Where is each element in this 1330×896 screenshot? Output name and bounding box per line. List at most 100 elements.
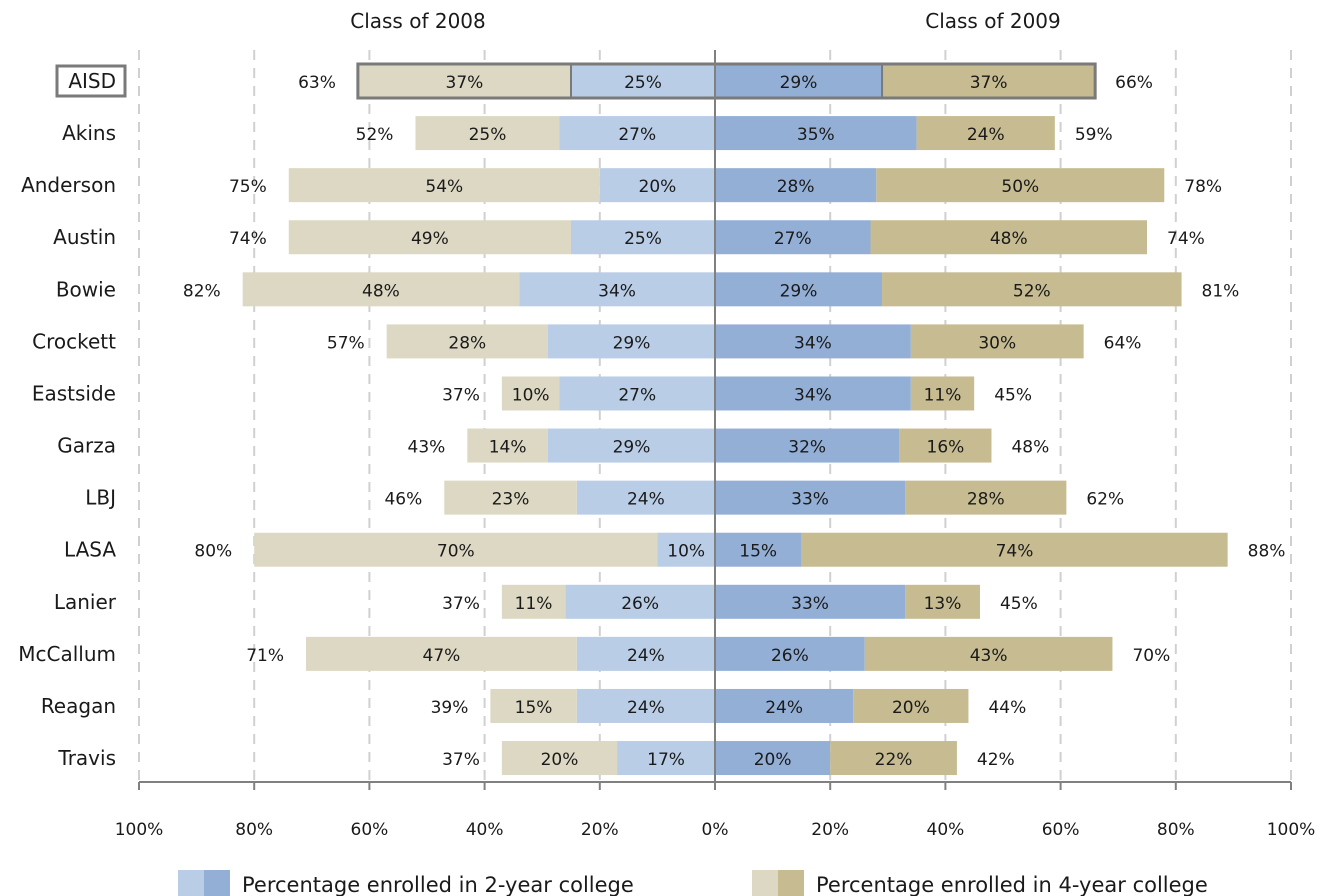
label-2009-2yr: 34% [794, 385, 832, 405]
label-2009-2yr: 33% [791, 490, 829, 510]
bar-2008-4yr [288, 220, 571, 255]
bar-2008-4yr [415, 116, 560, 151]
bars: 25% 37% 29% 37% 63% 66% AISD 27% 25% 35% 24% 52% 59%… [18, 50, 1285, 782]
total-2009: 42% [977, 750, 1015, 770]
bar-2008-4yr [357, 64, 571, 98]
label-2008-4yr: 23% [492, 490, 530, 510]
total-2008: 75% [229, 177, 267, 197]
label-2009-4yr: 22% [875, 750, 913, 770]
x-tick-label: 100% [115, 820, 164, 840]
label-2008-2yr: 24% [627, 646, 665, 666]
bar-2009-4yr [899, 428, 992, 463]
label-2008-2yr: 20% [639, 177, 677, 197]
bar-2008-4yr [467, 428, 548, 463]
label-2009-2yr: 26% [771, 646, 809, 666]
category-label: Garza [57, 434, 116, 458]
total-2009: 45% [994, 385, 1032, 405]
x-tick-label: 20% [581, 820, 619, 840]
label-2008-2yr: 25% [624, 229, 662, 249]
label-2008-2yr: 34% [598, 281, 636, 301]
bar-2009-2yr [715, 428, 900, 463]
x-tick-label: 60% [1042, 820, 1080, 840]
category-label: LBJ [85, 486, 116, 510]
bar-2008-2yr [559, 116, 715, 151]
bar-2008-2yr [599, 168, 715, 203]
total-2008: 63% [298, 73, 336, 93]
bar-2009-2yr [715, 688, 854, 723]
label-2009-4yr: 16% [927, 438, 965, 458]
bar-2009-2yr [715, 64, 883, 98]
category-label: Crockett [32, 329, 116, 353]
x-axis: 100% 80% 60% 40% 20% 0% 20% 40% 60% 80% 100% [115, 781, 1315, 840]
left-panel-title: Class of 2008 [350, 9, 486, 33]
label-2008-4yr: 37% [446, 73, 484, 93]
label-2009-2yr: 29% [780, 281, 818, 301]
category-label: McCallum [18, 642, 116, 666]
legend-swatch-2yr-2009 [204, 870, 230, 896]
bar-2008-4yr [288, 168, 600, 203]
total-2008: 37% [442, 385, 480, 405]
bar-2009-2yr [715, 168, 877, 203]
bar-2009-2yr [715, 376, 911, 411]
total-2009: 62% [1086, 490, 1124, 510]
total-2009: 44% [988, 698, 1026, 718]
total-2009: 88% [1248, 542, 1286, 562]
x-tick-label: 20% [811, 820, 849, 840]
label-2008-2yr: 24% [627, 698, 665, 718]
label-2008-2yr: 10% [667, 542, 705, 562]
bar-2008-2yr [657, 532, 715, 567]
total-2008: 37% [442, 750, 480, 770]
category-label: AISD [68, 69, 116, 93]
bar-2008-2yr [571, 64, 715, 98]
x-tick-label: 80% [1157, 820, 1195, 840]
bar-2008-2yr [559, 376, 715, 411]
category-label: Austin [53, 225, 116, 249]
label-2009-2yr: 15% [739, 542, 777, 562]
total-2009: 66% [1115, 73, 1153, 93]
label-2008-4yr: 10% [512, 385, 550, 405]
bar-2008-2yr [617, 741, 715, 776]
label-2009-2yr: 24% [765, 698, 803, 718]
x-tick-label: 40% [927, 820, 965, 840]
bar-2008-4yr [242, 272, 520, 307]
bar-2008-2yr [565, 584, 715, 619]
bar-2008-4yr [501, 376, 560, 411]
label-2009-4yr: 43% [970, 646, 1008, 666]
label-2009-2yr: 32% [788, 438, 826, 458]
label-2009-4yr: 20% [892, 698, 930, 718]
bar-2008-2yr [576, 480, 715, 515]
bar-2008-2yr [576, 688, 715, 723]
bar-2009-4yr [910, 376, 975, 411]
label-2009-4yr: 30% [978, 333, 1016, 353]
total-2008: 43% [408, 438, 446, 458]
bar-2009-2yr [715, 220, 871, 255]
bar-2008-2yr [519, 272, 715, 307]
x-tick-label: 80% [235, 820, 273, 840]
bar-2009-2yr [715, 116, 917, 151]
bar-2009-2yr [715, 636, 865, 671]
category-label: Reagan [41, 694, 116, 718]
bar-2009-2yr [715, 532, 802, 567]
category-label: Akins [62, 121, 116, 145]
label-2008-4yr: 25% [469, 125, 507, 145]
bar-2009-4yr [882, 64, 1096, 98]
category-label-box [55, 64, 127, 98]
bar-2009-4yr [864, 636, 1113, 671]
bar-2009-4yr [882, 272, 1182, 307]
label-2009-2yr: 20% [754, 750, 792, 770]
legend: Percentage enrolled in 2-year college Pe… [178, 870, 1208, 896]
label-2009-4yr: 52% [1013, 281, 1051, 301]
total-2009: 45% [1000, 594, 1038, 614]
bar-2009-2yr [715, 324, 911, 359]
bar-2009-2yr [715, 741, 831, 776]
label-2008-4yr: 28% [448, 333, 486, 353]
total-2009: 74% [1167, 229, 1205, 249]
bar-2008-4yr [444, 480, 577, 515]
bar-2009-4yr [876, 168, 1165, 203]
highlight-bar-outline [356, 62, 1097, 100]
legend-swatch-4yr-2008 [752, 870, 778, 896]
total-2008: 37% [442, 594, 480, 614]
label-2009-2yr: 35% [797, 125, 835, 145]
label-2009-4yr: 74% [996, 542, 1034, 562]
label-2008-2yr: 26% [621, 594, 659, 614]
